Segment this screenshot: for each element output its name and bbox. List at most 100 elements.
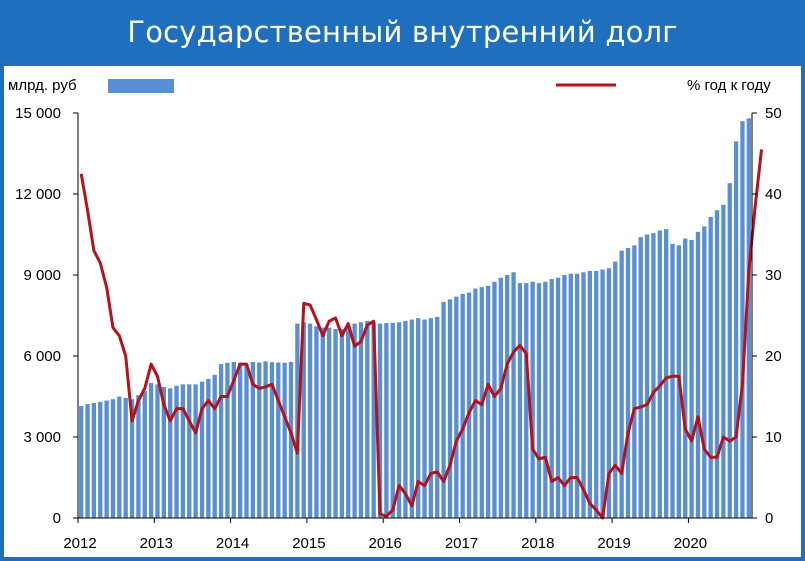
bar: [320, 327, 325, 518]
bar: [651, 233, 656, 518]
bar: [619, 250, 624, 518]
bar: [136, 395, 141, 518]
right-tick-label: 20: [765, 348, 782, 365]
bar: [492, 281, 497, 518]
bar: [727, 183, 732, 518]
bar: [568, 273, 573, 518]
bar: [333, 329, 338, 518]
chart-title: Государственный внутренний долг: [127, 15, 678, 49]
bar: [600, 269, 605, 518]
bar: [581, 272, 586, 518]
x-tick-label: 2014: [216, 535, 249, 552]
bar: [511, 272, 516, 518]
bar: [180, 384, 186, 518]
bar: [206, 378, 211, 518]
bar: [708, 216, 713, 518]
bar: [187, 384, 192, 518]
bar: [505, 275, 510, 518]
bar: [613, 261, 618, 518]
x-tick-label: 2015: [292, 535, 325, 552]
left-tick-label: 6 000: [23, 348, 61, 365]
bar: [276, 362, 281, 518]
bar: [288, 361, 294, 518]
bar: [702, 226, 707, 518]
bar: [193, 384, 198, 518]
bar: [104, 400, 109, 518]
bar: [199, 381, 205, 518]
bar: [555, 277, 561, 518]
bar: [466, 292, 472, 518]
x-tick-label: 2018: [521, 535, 554, 552]
bar: [301, 322, 306, 518]
bar: [384, 323, 389, 518]
bar: [98, 401, 103, 518]
x-tick-label: 2013: [140, 535, 173, 552]
bar: [562, 275, 567, 518]
bar: [428, 318, 434, 518]
line-series: [79, 149, 764, 520]
bar: [371, 322, 376, 518]
legend-bar-label: млрд. руб: [8, 77, 77, 94]
bar: [161, 387, 166, 518]
bar: [129, 399, 135, 518]
bar: [91, 402, 97, 518]
bar: [695, 231, 701, 519]
bar: [237, 362, 243, 518]
right-tick-label: 10: [765, 429, 782, 446]
bar: [307, 323, 313, 518]
bar: [142, 391, 147, 518]
bar: [403, 320, 408, 518]
bar: [670, 243, 675, 518]
right-tick-label: 50: [765, 105, 782, 122]
bar: [587, 270, 593, 518]
right-tick-label: 30: [765, 267, 782, 284]
bar: [524, 283, 529, 518]
bar: [244, 364, 249, 518]
bar: [543, 281, 548, 518]
bar: [422, 319, 427, 518]
bar: [377, 323, 383, 518]
bar: [435, 316, 440, 518]
left-tick-label: 0: [53, 510, 61, 527]
bar: [498, 277, 503, 518]
bar: [574, 273, 580, 518]
bar: [454, 296, 459, 518]
bar: [263, 361, 268, 518]
bar: [689, 239, 694, 518]
bar: [174, 385, 179, 518]
x-tick-label: 2020: [674, 535, 707, 552]
bar: [441, 302, 446, 518]
bar: [117, 396, 122, 518]
bar: [530, 281, 535, 518]
bar: [549, 279, 554, 518]
bar: [390, 322, 395, 518]
bar: [346, 327, 351, 518]
bar: [85, 404, 90, 518]
bar: [257, 362, 262, 518]
bar: [536, 283, 542, 518]
bar: [314, 326, 319, 518]
yoy-line: [79, 149, 764, 520]
bar: [110, 399, 116, 518]
bar: [250, 361, 256, 518]
bar: [714, 210, 720, 518]
bar: [683, 238, 688, 519]
x-tick-label: 2016: [369, 535, 402, 552]
left-tick-label: 12 000: [15, 186, 61, 203]
bar: [365, 320, 370, 518]
bar: [485, 285, 491, 518]
bar: [168, 388, 173, 518]
bar: [606, 268, 612, 518]
bar: [123, 397, 128, 518]
bar: [447, 299, 453, 518]
bar: [740, 121, 745, 518]
bar: [225, 362, 230, 518]
right-tick-label: 40: [765, 186, 782, 203]
bar: [155, 384, 160, 518]
bar: [396, 322, 402, 518]
legend-bar-swatch: [108, 79, 174, 93]
left-tick-label: 15 000: [15, 105, 61, 122]
bar: [409, 319, 414, 518]
bar: [269, 362, 275, 518]
bar: [746, 118, 751, 519]
